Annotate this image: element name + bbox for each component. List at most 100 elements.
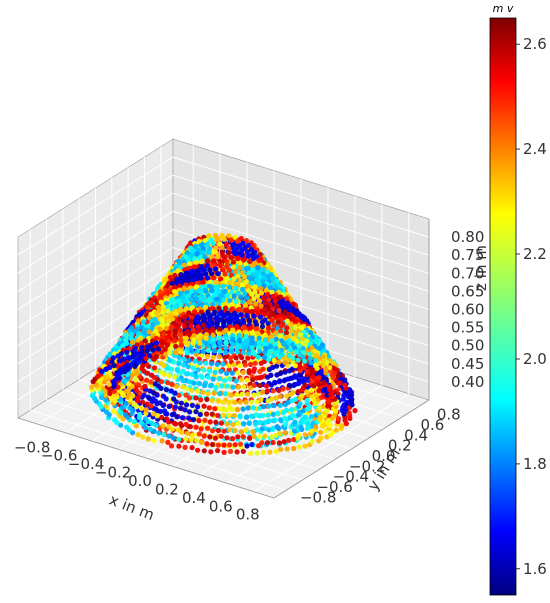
data-point xyxy=(256,298,263,304)
data-point xyxy=(204,425,211,431)
data-point xyxy=(145,344,151,350)
data-point xyxy=(257,382,263,389)
data-point xyxy=(260,389,266,395)
data-point xyxy=(200,348,206,354)
data-point xyxy=(226,250,232,256)
data-point xyxy=(280,298,286,304)
data-point xyxy=(316,405,322,411)
data-point xyxy=(246,288,252,294)
data-point xyxy=(188,437,194,443)
data-point xyxy=(290,301,297,307)
data-point xyxy=(290,359,296,365)
data-point xyxy=(142,331,148,337)
data-point xyxy=(201,367,207,373)
data-point xyxy=(104,373,110,380)
data-point xyxy=(129,339,136,345)
data-point xyxy=(210,337,216,343)
colorbar-tick-label: 1.8 xyxy=(523,455,547,473)
data-point xyxy=(297,352,303,358)
data-point xyxy=(239,270,245,276)
data-point xyxy=(234,315,240,321)
data-point xyxy=(249,335,255,341)
data-point xyxy=(292,324,298,331)
data-point xyxy=(177,306,183,313)
data-point xyxy=(236,332,242,338)
data-point xyxy=(198,259,204,265)
data-point xyxy=(214,322,220,328)
data-point xyxy=(265,321,271,327)
data-point xyxy=(196,288,202,294)
data-point xyxy=(213,280,220,286)
data-point xyxy=(321,379,327,385)
data-point xyxy=(283,330,289,336)
data-point xyxy=(264,292,270,298)
data-point xyxy=(263,419,269,425)
data-point xyxy=(153,422,159,428)
data-point xyxy=(99,368,105,375)
data-point xyxy=(278,446,284,452)
data-point xyxy=(194,284,200,290)
data-point xyxy=(239,286,246,292)
data-point xyxy=(274,363,280,369)
data-point xyxy=(238,312,244,318)
colorbar-tick-label: 2.6 xyxy=(523,35,547,53)
data-point xyxy=(138,324,144,330)
data-point xyxy=(154,320,160,326)
data-point xyxy=(269,338,275,344)
data-point xyxy=(272,298,278,304)
data-point xyxy=(267,285,273,291)
data-point xyxy=(175,427,181,433)
data-point xyxy=(260,267,266,273)
data-point xyxy=(107,352,113,358)
data-point xyxy=(316,375,322,381)
data-point xyxy=(295,389,301,395)
grid-line-left-z xyxy=(17,229,174,328)
data-point xyxy=(145,304,151,311)
data-point xyxy=(181,362,187,368)
x-tick-label: 0.4 xyxy=(182,489,206,507)
data-point xyxy=(220,399,226,405)
data-point xyxy=(221,319,227,325)
data-point xyxy=(166,373,172,379)
data-point xyxy=(269,317,275,324)
data-point xyxy=(208,449,214,455)
data-point xyxy=(242,302,249,309)
data-point xyxy=(243,427,249,433)
data-point xyxy=(302,382,308,388)
data-point xyxy=(226,367,232,373)
data-point xyxy=(206,249,212,256)
data-point xyxy=(255,265,261,271)
data-point xyxy=(318,435,324,441)
data-point xyxy=(103,409,110,415)
data-point xyxy=(302,443,308,449)
data-point xyxy=(220,283,226,289)
x-tick-label: 0.0 xyxy=(128,472,152,490)
data-point xyxy=(270,293,276,300)
data-point xyxy=(178,337,184,343)
data-point xyxy=(220,361,226,367)
data-point xyxy=(159,379,165,385)
data-point xyxy=(260,366,266,372)
grid-line-left-z xyxy=(17,265,174,365)
data-point xyxy=(242,245,248,251)
data-point xyxy=(172,338,178,344)
data-point xyxy=(239,248,245,254)
data-point xyxy=(320,348,326,354)
data-point xyxy=(201,403,207,409)
data-point xyxy=(182,319,188,325)
data-point xyxy=(215,253,221,259)
data-point xyxy=(230,259,237,265)
data-point xyxy=(230,264,236,270)
data-point xyxy=(201,383,208,389)
data-point xyxy=(297,401,303,407)
data-point xyxy=(259,440,265,446)
data-point xyxy=(172,333,178,339)
data-point xyxy=(313,353,319,359)
data-point xyxy=(235,238,241,244)
data-point xyxy=(264,440,271,446)
data-point xyxy=(103,397,109,403)
data-point xyxy=(244,313,250,319)
data-point xyxy=(254,326,260,332)
data-point xyxy=(251,433,257,439)
data-point xyxy=(292,345,298,351)
